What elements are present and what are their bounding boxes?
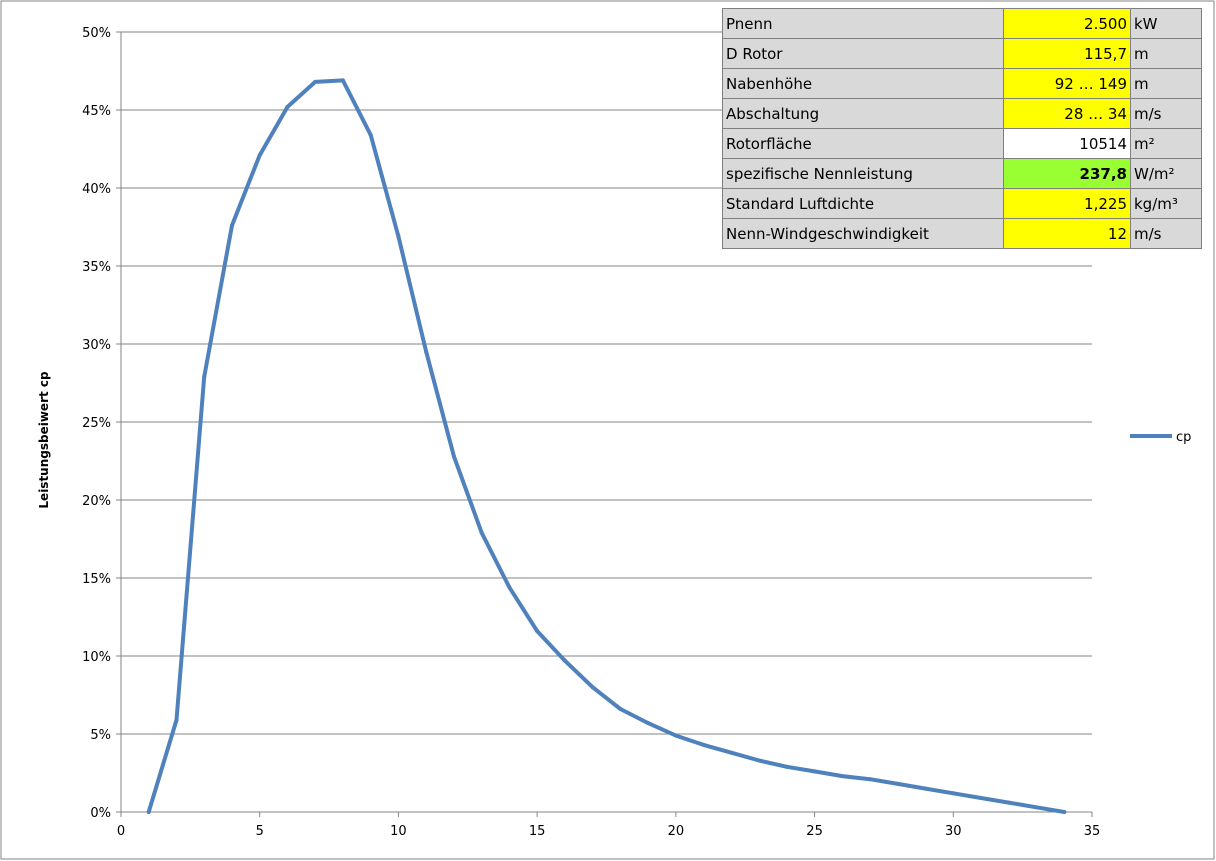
data-point: [174, 717, 179, 722]
y-tick-label: 10%: [82, 650, 111, 665]
data-point: [923, 786, 928, 791]
spec-unit: m: [1130, 38, 1202, 69]
x-tick-label: 10: [390, 824, 407, 839]
spec-value: 12: [1003, 218, 1131, 249]
spec-row: Rotorfläche 10514 m²: [722, 128, 1202, 159]
y-tick-label: 30%: [82, 338, 111, 353]
spec-unit: kg/m³: [1130, 188, 1202, 219]
spec-label: Standard Luftdichte: [722, 188, 1004, 219]
data-point: [701, 742, 706, 747]
y-tick-label: 50%: [82, 26, 111, 41]
y-axis-title: Leistungsbeiwert cp: [37, 371, 51, 509]
spec-row: Nenn-Windgeschwindigkeit 12 m/s: [722, 218, 1202, 249]
legend-label-cp: cp: [1176, 430, 1191, 445]
data-point: [840, 774, 845, 779]
y-tick-label: 35%: [82, 260, 111, 275]
spec-value: 1,225: [1003, 188, 1131, 219]
data-point: [1034, 805, 1039, 810]
data-point: [340, 78, 345, 83]
spec-unit: W/m²: [1130, 158, 1202, 189]
data-point: [479, 530, 484, 535]
data-point: [784, 764, 789, 769]
spec-row: Pnenn 2.500 kW: [722, 8, 1202, 39]
x-tick-label: 30: [945, 824, 962, 839]
spec-unit: m: [1130, 68, 1202, 99]
spec-row: Abschaltung 28 … 34 m/s: [722, 98, 1202, 129]
data-point: [396, 234, 401, 239]
x-tick-label: 20: [668, 824, 685, 839]
data-point: [618, 707, 623, 712]
spec-value: 92 … 149: [1003, 68, 1131, 99]
data-point: [590, 685, 595, 690]
y-tick-label: 5%: [90, 728, 111, 743]
data-point: [202, 374, 207, 379]
spec-value: 115,7: [1003, 38, 1131, 69]
spec-row: D Rotor 115,7 m: [722, 38, 1202, 69]
x-tick-label: 15: [529, 824, 546, 839]
data-point: [313, 79, 318, 84]
y-tick-label: 0%: [90, 806, 111, 821]
data-point: [451, 454, 456, 459]
spec-unit: kW: [1130, 8, 1202, 39]
legend: cp: [1130, 430, 1191, 445]
spec-unit: m/s: [1130, 218, 1202, 249]
data-point: [673, 733, 678, 738]
data-point: [229, 223, 234, 228]
data-point: [285, 104, 290, 109]
spec-row: spezifische Nennleistung 237,8 W/m²: [722, 158, 1202, 189]
data-point: [146, 810, 151, 814]
spec-value: 28 … 34: [1003, 98, 1131, 129]
data-point: [368, 132, 373, 137]
data-point: [257, 153, 262, 158]
spec-row: Nabenhöhe 92 … 149 m: [722, 68, 1202, 99]
data-point: [812, 769, 817, 774]
data-point: [951, 791, 956, 796]
y-tick-label: 15%: [82, 572, 111, 587]
y-tick-label: 45%: [82, 104, 111, 119]
spec-label: Nenn-Windgeschwindigkeit: [722, 218, 1004, 249]
data-point: [535, 629, 540, 634]
y-tick-label: 20%: [82, 494, 111, 509]
data-point: [646, 721, 651, 726]
data-point: [895, 781, 900, 786]
spec-label: Abschaltung: [722, 98, 1004, 129]
spec-table: Pnenn 2.500 kW D Rotor 115,7 m Nabenhöhe 92 … 1…: [722, 8, 1202, 249]
data-point: [757, 758, 762, 763]
spec-unit: m/s: [1130, 98, 1202, 129]
x-tick-label: 0: [117, 824, 125, 839]
spec-label: Pnenn: [722, 8, 1004, 39]
spec-label: Rotorfläche: [722, 128, 1004, 159]
spec-label: spezifische Nennleistung: [722, 158, 1004, 189]
data-point: [1006, 800, 1011, 805]
data-point: [729, 750, 734, 755]
series-line-cp: [146, 78, 1067, 814]
x-tick-label: 25: [806, 824, 823, 839]
data-point: [507, 585, 512, 590]
spec-unit: m²: [1130, 128, 1202, 159]
spec-label: Nabenhöhe: [722, 68, 1004, 99]
axes: 0% 5% 10% 15% 20% 25% 30% 35% 40% 45% 50% 0 5 10 15 20 2…: [82, 26, 1100, 839]
spec-label: D Rotor: [722, 38, 1004, 69]
data-point: [1062, 810, 1067, 814]
data-point: [562, 658, 567, 663]
spec-value: 10514: [1003, 128, 1131, 159]
spec-value: 237,8: [1003, 158, 1131, 189]
y-tick-label: 25%: [82, 416, 111, 431]
grid: [121, 31, 1092, 735]
series-layer: [146, 78, 1067, 814]
x-tick-label: 5: [256, 824, 264, 839]
x-tick-label: 35: [1084, 824, 1101, 839]
spec-row: Standard Luftdichte 1,225 kg/m³: [722, 188, 1202, 219]
data-point: [868, 777, 873, 782]
spec-value: 2.500: [1003, 8, 1131, 39]
data-point: [979, 795, 984, 800]
data-point: [424, 349, 429, 354]
y-tick-label: 40%: [82, 182, 111, 197]
